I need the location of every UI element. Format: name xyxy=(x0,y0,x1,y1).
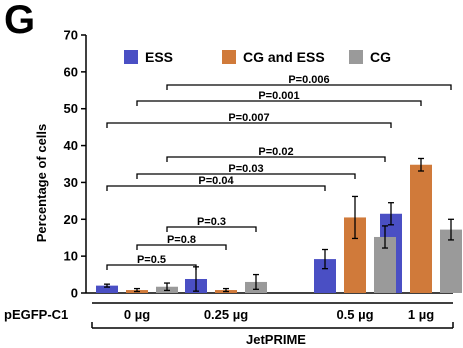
error-bars xyxy=(104,157,454,293)
p-value-label: P=0.5 xyxy=(137,254,166,266)
legend-swatch xyxy=(222,50,236,64)
comparison-bracket xyxy=(106,185,326,191)
p-value-label: P=0.006 xyxy=(288,74,329,86)
comparison-bracket xyxy=(166,226,257,232)
p-value-label: P=0.03 xyxy=(228,163,263,175)
x-tick-label: 0 µg xyxy=(124,307,150,322)
legend-label: ESS xyxy=(145,49,173,65)
y-tick-label: 60 xyxy=(64,64,78,79)
y-tick-label: 50 xyxy=(64,101,78,116)
comparison-bracket xyxy=(106,264,197,270)
y-tick-label: 70 xyxy=(64,28,78,43)
y-tick-label: 10 xyxy=(64,249,78,264)
bar xyxy=(410,164,432,293)
p-value-label: P=0.3 xyxy=(197,216,226,228)
legend-label: CG xyxy=(370,49,391,65)
y-axis: 0 10 20 30 40 50 60 70 xyxy=(64,28,453,301)
comparison-bracket xyxy=(136,244,227,250)
p-value-label: P=0.8 xyxy=(167,234,196,246)
panel-label: G xyxy=(4,0,36,42)
p-value-label: P=0.001 xyxy=(258,90,299,102)
p-value-label: P=0.007 xyxy=(228,112,269,124)
x-tick-label: 1 µg xyxy=(408,307,434,322)
comparison-bracket xyxy=(166,84,452,90)
y-tick-label: 30 xyxy=(64,175,78,190)
y-tick-label: 40 xyxy=(64,138,78,153)
y-tick-label: 20 xyxy=(64,212,78,227)
comparison-bracket xyxy=(136,173,356,179)
x-tick-label: 0.5 µg xyxy=(336,307,373,322)
significance-brackets: P=0.5P=0.8P=0.3 P=0.04P=0.03 P=0.02 P=0.007… xyxy=(106,74,452,270)
y-tick-label: 0 xyxy=(71,286,78,301)
x-axis-label: JetPRIME xyxy=(246,332,306,347)
legend-label: CG and ESS xyxy=(243,49,325,65)
comparison-bracket xyxy=(166,156,386,162)
comparison-bracket xyxy=(136,100,422,106)
bar xyxy=(440,229,462,293)
bar xyxy=(374,236,396,293)
bar xyxy=(314,259,336,293)
y-axis-label: Percentage of cells xyxy=(34,124,49,243)
x-axis: 0 µg 0.25 µg 0.5 µg 1 µg xyxy=(91,302,454,329)
legend-swatch xyxy=(124,50,138,64)
p-value-label: P=0.02 xyxy=(258,146,293,158)
comparison-bracket xyxy=(106,122,392,128)
legend-swatch xyxy=(349,50,363,64)
p-value-label: P=0.04 xyxy=(198,175,234,187)
legend: ESS CG and ESS CG xyxy=(124,49,391,65)
bar xyxy=(96,285,118,293)
row-label: pEGFP-C1 xyxy=(4,307,68,322)
bar xyxy=(344,217,366,293)
x-tick-label: 0.25 µg xyxy=(204,307,248,322)
bars xyxy=(96,164,462,293)
